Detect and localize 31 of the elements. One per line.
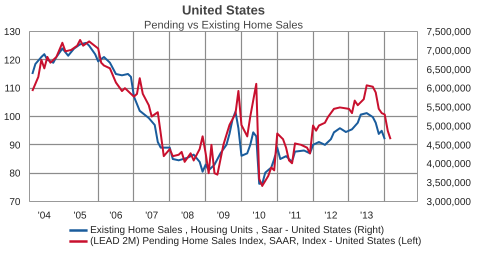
legend-label: (LEAD 2M) Pending Home Sales Index, SAAR, Index - United States (Left)	[90, 236, 422, 247]
y2-tick-label: 3,000,000	[426, 197, 472, 208]
y-tick-label: 70	[9, 197, 21, 208]
chart-subtitle: Pending vs Existing Home Sales	[144, 20, 304, 32]
x-tick-label: '05	[74, 210, 88, 222]
y2-tick-label: 4,500,000	[426, 140, 472, 152]
x-tick-label: '06	[109, 210, 123, 222]
y2-tick-label: 3,500,000	[426, 178, 472, 190]
x-tick-label: '09	[216, 210, 230, 222]
x-tick-label: '08	[181, 210, 195, 222]
y2-tick-label: 5,500,000	[426, 102, 472, 114]
y2-tick-label: 5,000,000	[426, 121, 472, 132]
y-tick-label: 100	[4, 112, 21, 123]
x-tick-label: '10	[252, 210, 266, 222]
y-tick-label: 130	[4, 27, 21, 38]
y2-tick-label: 7,000,000	[426, 46, 472, 57]
y-tick-label: 110	[4, 84, 21, 95]
x-tick-label: '07	[145, 210, 159, 222]
x-tick-label: '13	[360, 210, 374, 222]
x-tick-label: '12	[324, 210, 338, 222]
y-tick-label: 90	[9, 140, 21, 152]
y2-tick-label: 6,000,000	[426, 84, 472, 95]
y2-tick-label: 4,000,000	[426, 159, 472, 170]
x-tick-label: '04	[38, 210, 52, 222]
y2-tick-label: 7,500,000	[426, 27, 472, 38]
y-tick-label: 120	[4, 55, 21, 66]
y2-tick-label: 6,500,000	[426, 64, 472, 76]
x-tick-label: '11	[288, 210, 302, 222]
legend-label: Existing Home Sales , Housing Units , Saar - United States (Right)	[90, 225, 384, 236]
y-tick-label: 80	[9, 168, 21, 180]
chart-title: United States	[182, 2, 266, 18]
